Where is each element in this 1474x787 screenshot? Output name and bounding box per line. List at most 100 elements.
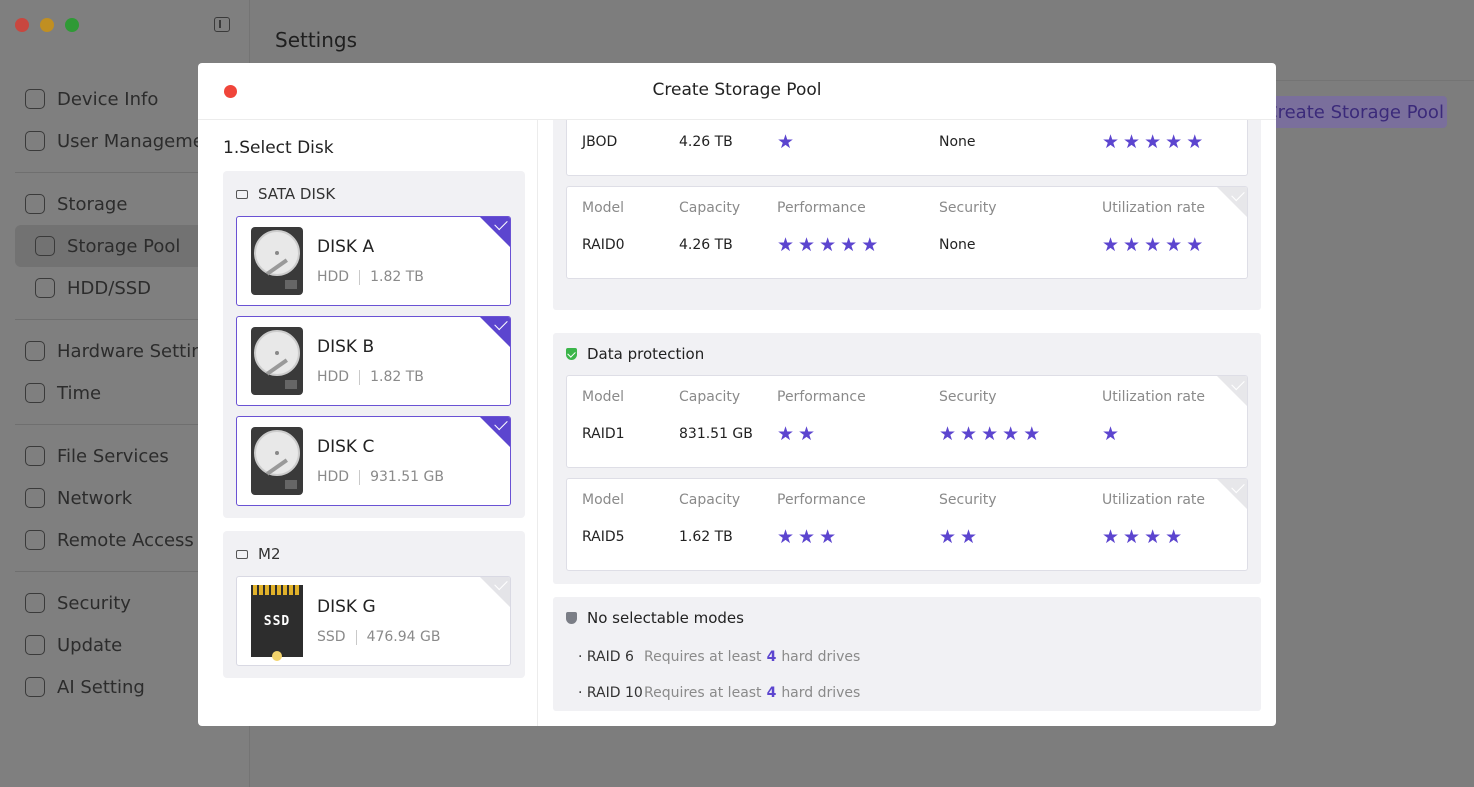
star-icon: ★ (1123, 526, 1141, 548)
disk-selection-pane: 1.Select Disk SATA DISK DISK A HDD 1.82 T… (198, 120, 538, 726)
sidebar-item-file-services[interactable]: File Services (15, 435, 250, 477)
device-info-icon (25, 89, 45, 109)
star-icon: ★ (777, 526, 795, 548)
disk-name: DISK A (317, 237, 375, 257)
window-minimize-button[interactable] (40, 18, 54, 32)
step-title: 1.Select Disk (223, 138, 334, 158)
raid-mode-card[interactable]: Model RAID5 Capacity 1.62 TB Performance ★ ★ ★ S… (566, 478, 1248, 571)
raid-mode-card[interactable]: ModelJBODCapacity4.26 TBPerformance★Secu… (566, 120, 1248, 176)
star-icon: ★ (960, 423, 978, 445)
data-protection-section: Data protection Model RAID1 Capacity 831.51… (553, 333, 1261, 584)
disk-type: SSD (317, 629, 346, 645)
user-icon (25, 131, 45, 151)
window-close-button[interactable] (15, 18, 29, 32)
requirement-prefix: Requires at least (644, 649, 762, 665)
model-label: Model (582, 389, 625, 405)
security-value: None (939, 134, 976, 150)
utilization-rating: ★ (1102, 425, 1119, 444)
divider (15, 172, 235, 173)
capacity-value: 831.51 GB (679, 426, 753, 442)
sata-disk-group: SATA DISK DISK A HDD 1.82 TB DISK B HD (223, 171, 525, 518)
disk-card-b[interactable]: DISK B HDD 1.82 TB (236, 316, 511, 406)
disk-type: HDD (317, 469, 350, 485)
selection-corner (1217, 376, 1247, 406)
star-icon: ★ (1144, 131, 1162, 153)
sidebar-item-ai-setting[interactable]: AI Setting (15, 666, 250, 708)
star-icon: ★ (1002, 423, 1020, 445)
security-label: Security (939, 200, 997, 216)
disk-size: 1.82 TB (370, 269, 424, 285)
star-icon: ★ (939, 526, 957, 548)
sidebar-item-label: HDD/SSD (67, 277, 152, 299)
sidebar-item-label: User Management (57, 130, 223, 152)
star-icon: ★ (777, 131, 795, 153)
sidebar-item-label: File Services (57, 445, 169, 467)
m2-disk-group: M2 SSD DISK G SSD 476.94 GB (223, 531, 525, 678)
model-value: JBOD (582, 134, 618, 150)
sidebar-item-device-info[interactable]: Device Info (15, 78, 250, 120)
star-icon: ★ (861, 234, 879, 256)
raid-mode-card[interactable]: Model RAID0 Capacity 4.26 TB Performance ★ ★ ★ ★… (566, 186, 1248, 279)
disk-size: 476.94 GB (366, 629, 441, 645)
disk-card-c[interactable]: DISK C HDD 931.51 GB (236, 416, 511, 506)
sidebar-item-network[interactable]: Network (15, 477, 250, 519)
star-icon: ★ (798, 526, 816, 548)
utilization-rating: ★ ★ ★ ★ ★ (1102, 236, 1203, 255)
star-icon: ★ (798, 234, 816, 256)
performance-rating: ★ ★ ★ ★ ★ (777, 236, 878, 255)
divider (15, 319, 235, 320)
sidebar-toggle-icon[interactable] (214, 17, 230, 32)
disk-card-g[interactable]: SSD DISK G SSD 476.94 GB (236, 576, 511, 666)
section-header: No selectable modes (566, 597, 1248, 639)
hdd-image (251, 227, 303, 295)
group-header: M2 (236, 543, 512, 565)
star-icon: ★ (777, 423, 795, 445)
sidebar-item-time[interactable]: Time (15, 372, 250, 414)
star-icon: ★ (1123, 234, 1141, 256)
selection-corner (480, 417, 510, 447)
raid-mode-card[interactable]: Model RAID1 Capacity 831.51 GB Performance ★ ★… (566, 375, 1248, 468)
selection-corner (480, 577, 510, 607)
sidebar-item-label: Hardware Settings (57, 340, 224, 362)
window-zoom-button[interactable] (65, 18, 79, 32)
create-storage-pool-dialog: Create Storage Pool 1.Select Disk SATA D… (198, 63, 1276, 726)
model-value: RAID5 (582, 529, 625, 545)
sidebar-item-label: Update (57, 634, 123, 656)
utilization-rating: ★ ★ ★ ★ ★ (1102, 133, 1203, 152)
sidebar-item-label: Security (57, 592, 131, 614)
star-icon: ★ (1023, 423, 1041, 445)
star-icon: ★ (1102, 423, 1120, 445)
sidebar-item-hdd-ssd[interactable]: HDD/SSD (15, 267, 250, 309)
group-label: M2 (258, 545, 281, 563)
star-icon: ★ (1144, 526, 1162, 548)
file-services-icon (25, 446, 45, 466)
star-icon: ★ (939, 423, 957, 445)
utilization-rating: ★ ★ ★ ★ (1102, 528, 1182, 547)
star-icon: ★ (981, 423, 999, 445)
sidebar-item-label: Time (57, 382, 102, 404)
selection-corner (1217, 187, 1247, 217)
sidebar-item-update[interactable]: Update (15, 624, 250, 666)
section-label: Data protection (587, 345, 705, 363)
star-icon: ★ (1123, 131, 1141, 153)
sidebar-item-user-management[interactable]: User Management (15, 120, 250, 162)
disk-size: 931.51 GB (370, 469, 444, 485)
star-icon: ★ (798, 423, 816, 445)
create-storage-pool-button[interactable]: Create Storage Pool (1262, 96, 1447, 128)
sidebar-item-hardware-settings[interactable]: Hardware Settings (15, 330, 250, 372)
dialog-close-button[interactable] (224, 85, 237, 98)
model-label: Model (582, 200, 625, 216)
star-icon: ★ (1102, 131, 1120, 153)
sidebar-item-label: Storage (57, 193, 128, 215)
section-label: No selectable modes (587, 609, 744, 627)
disk-card-a[interactable]: DISK A HDD 1.82 TB (236, 216, 511, 306)
sidebar-item-storage[interactable]: Storage (15, 183, 250, 225)
sidebar-item-security[interactable]: Security (15, 582, 250, 624)
clock-icon (25, 383, 45, 403)
divider (15, 571, 235, 572)
requirement-prefix: Requires at least (644, 685, 762, 701)
update-icon (25, 635, 45, 655)
sidebar-item-remote-access[interactable]: Remote Access (15, 519, 250, 561)
ai-icon (25, 677, 45, 697)
security-label: Security (939, 389, 997, 405)
